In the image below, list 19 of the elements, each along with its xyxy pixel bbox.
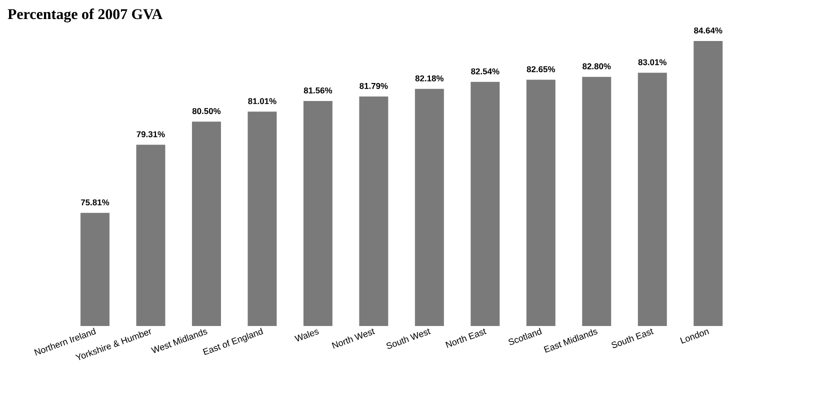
data-label: 82.18%: [415, 75, 444, 82]
x-tick-label: South East: [612, 328, 654, 348]
data-label: 79.31%: [136, 131, 165, 138]
data-label: 80.50%: [192, 108, 221, 114]
data-label: 83.01%: [638, 59, 667, 66]
data-label: 82.54%: [471, 68, 500, 74]
x-tick-label: South West: [386, 328, 431, 349]
data-label: 81.56%: [304, 87, 332, 94]
x-tick-label: London: [680, 330, 710, 344]
data-label: 75.81%: [81, 199, 110, 206]
data-label: 81.01%: [248, 98, 276, 104]
data-label: 82.80%: [582, 63, 611, 70]
x-tick-label: North West: [332, 328, 376, 349]
x-tick-label: Wales: [294, 330, 319, 342]
data-label: 82.65%: [526, 66, 556, 72]
data-label: 84.64%: [694, 27, 722, 34]
x-tick-label: North East: [445, 328, 487, 348]
chart-title: Percentage of 2007 GVA: [8, 8, 163, 22]
data-label: 81.79%: [360, 82, 388, 89]
